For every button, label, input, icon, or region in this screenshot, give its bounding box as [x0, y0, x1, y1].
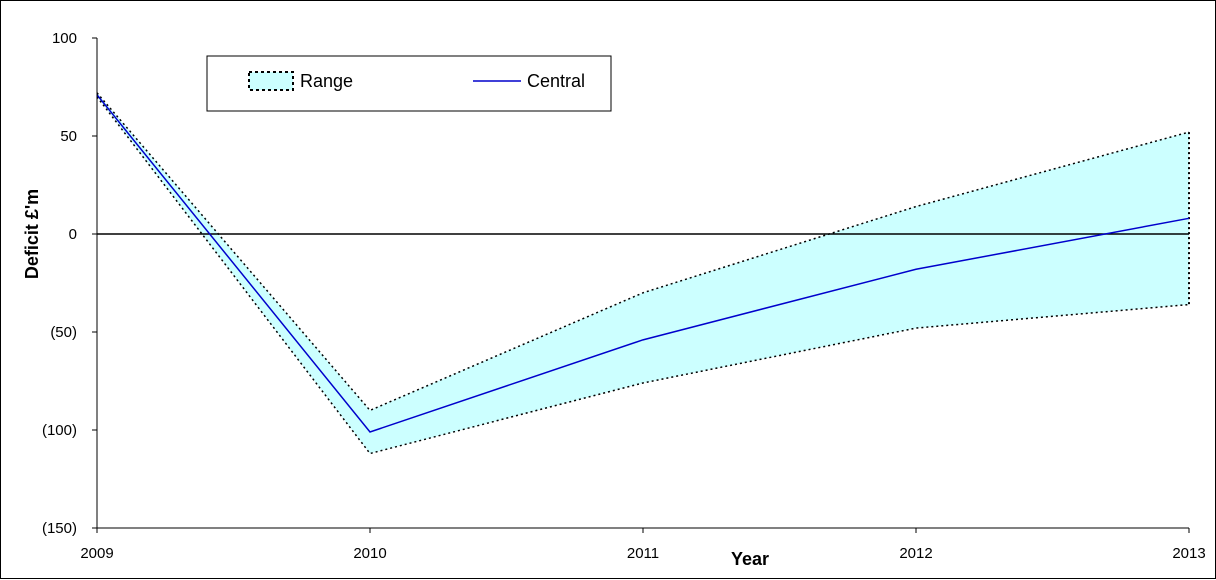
y-tick-label: (150)	[42, 520, 77, 537]
y-tick-label: 50	[60, 128, 77, 145]
range-band-area	[97, 92, 1189, 454]
x-axis-title: Year	[731, 549, 769, 569]
y-tick-label: 0	[69, 226, 77, 243]
central-line	[96, 94, 1190, 433]
x-tick-label: 2011	[627, 545, 659, 562]
y-tick-label: 100	[52, 30, 77, 47]
y-axis-title: Deficit £'m	[22, 189, 42, 279]
y-tick-label: (100)	[42, 422, 77, 439]
range-upper-edge	[96, 92, 1190, 412]
legend: Range Central	[206, 55, 612, 112]
legend-central-label: Central	[527, 71, 585, 91]
axes-layer	[92, 37, 1190, 533]
range-band-layer	[96, 92, 1190, 455]
legend-box	[206, 55, 612, 112]
y-tick-label: (50)	[50, 324, 77, 341]
central-line-layer	[96, 94, 1190, 433]
legend-range-label: Range	[300, 71, 353, 91]
x-tick-label: 2009	[80, 545, 113, 562]
x-tick-label: 2012	[899, 545, 932, 562]
x-tick-label: 2013	[1172, 545, 1205, 562]
tick-labels-layer: 100 50 0 (50) (100) (150)2009 2010 2011 2012 2013	[42, 30, 1206, 562]
x-tick-label: 2010	[353, 545, 386, 562]
legend-range-swatch	[248, 71, 294, 91]
range-lower-edge	[96, 96, 1190, 455]
